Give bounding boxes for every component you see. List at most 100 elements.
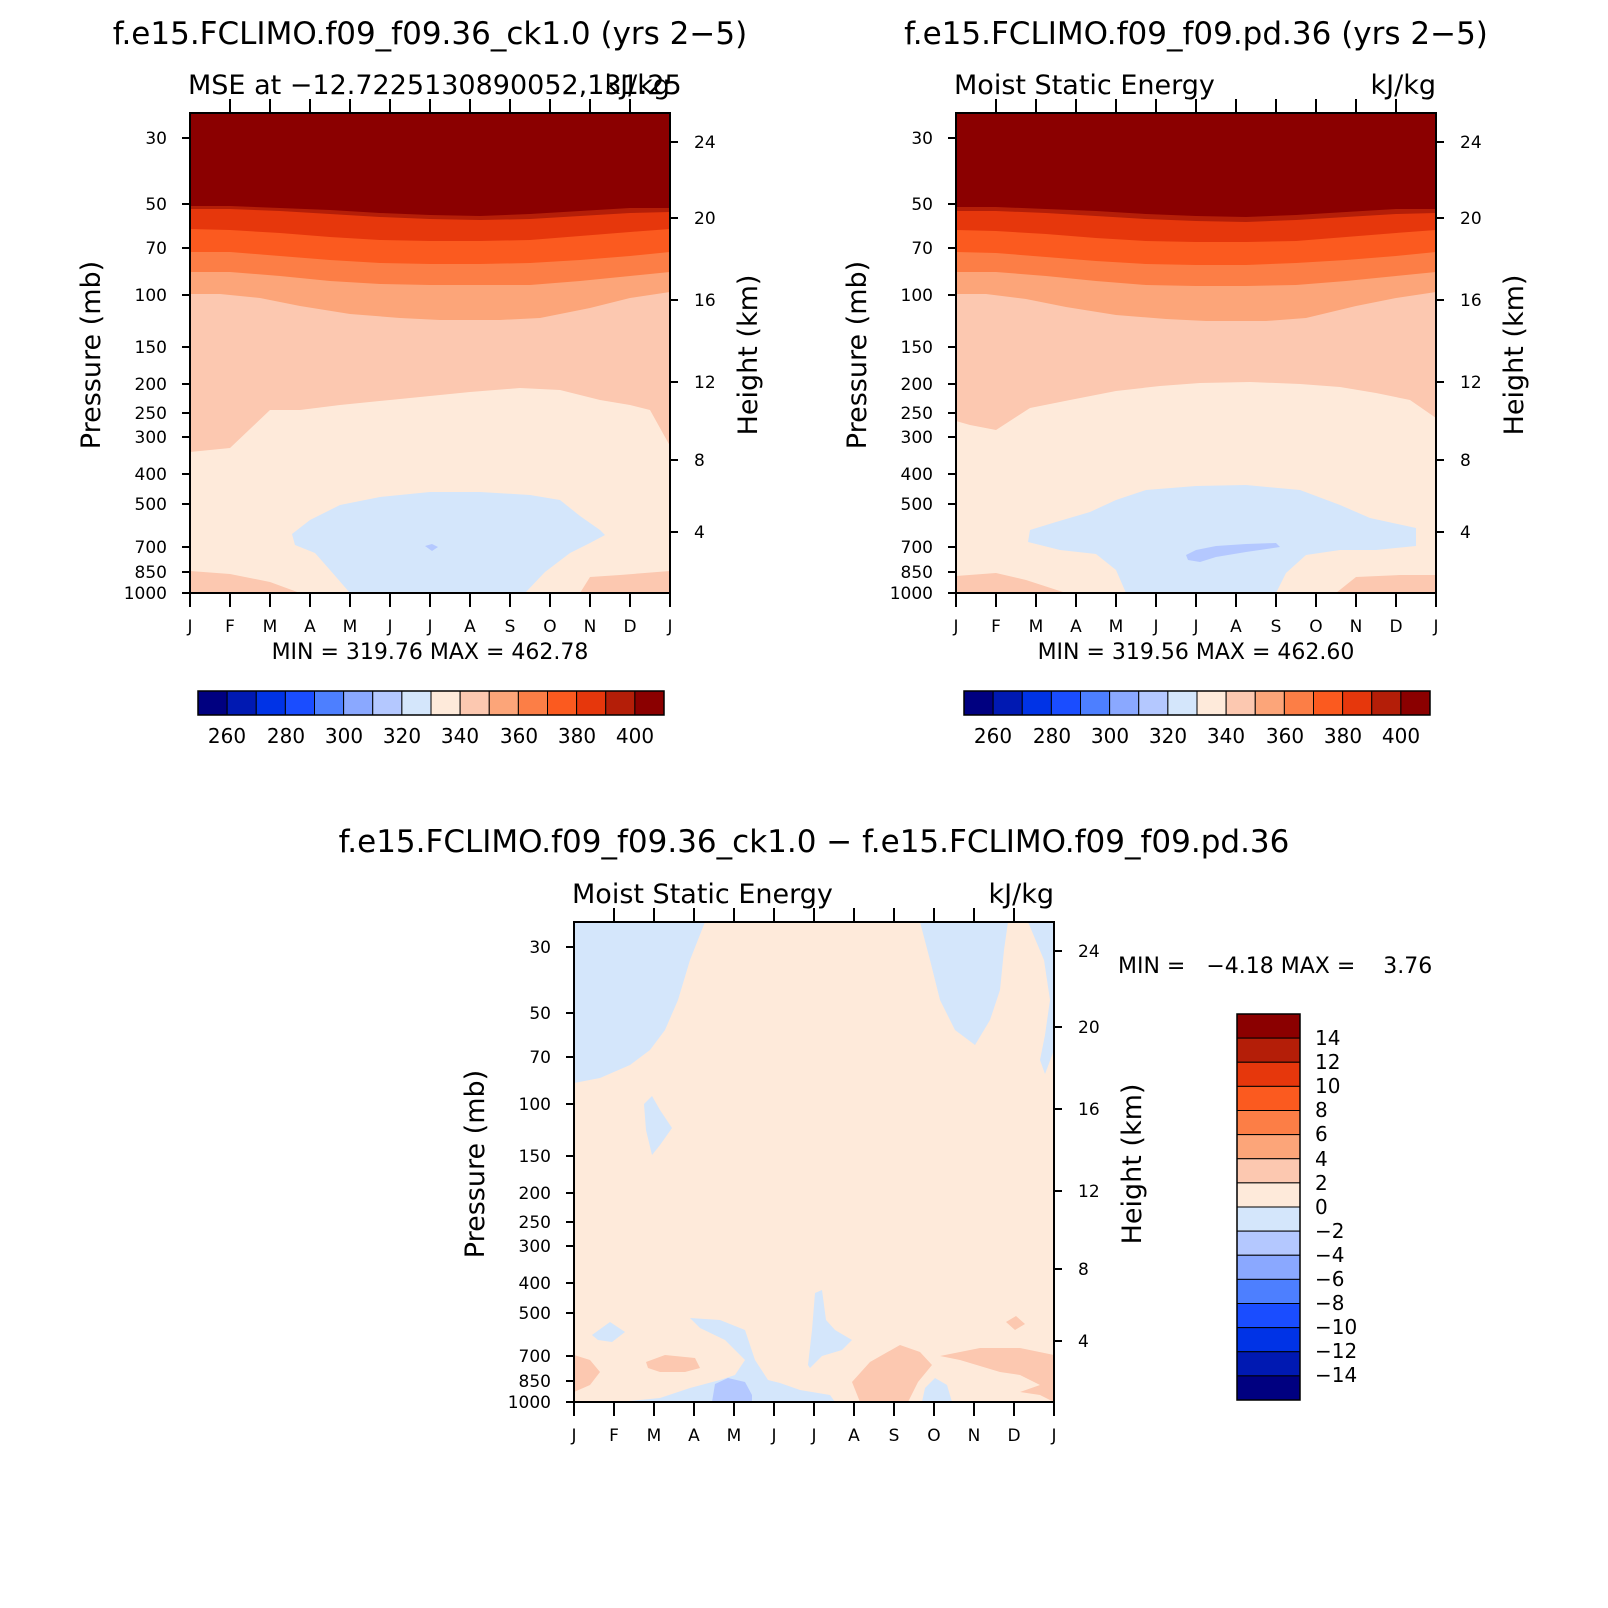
colorbar-swatch — [1225, 690, 1256, 716]
panel-3-colorbar-label: −2 — [1315, 1219, 1344, 1243]
panel-2-fill-negative-1 — [1028, 485, 1416, 593]
panel-3-x-tick-label: N — [968, 1426, 981, 1446]
panel-3-fill-positive-lowmid — [646, 1355, 700, 1372]
panel-3-colorbar-label: −10 — [1315, 1315, 1357, 1339]
panel-1-y-tick-label: 700 — [135, 538, 167, 558]
panel-1-title: f.e15.FCLIMO.f09_f09.36_ck1.0 (yrs 2−5) — [113, 16, 747, 52]
panel-3: f.e15.FCLIMO.f09_f09.36_ck1.0 − f.e15.FC… — [339, 824, 1433, 1446]
panel-2-x-tick-label: A — [1230, 617, 1242, 637]
colorbar-swatch — [1236, 1254, 1301, 1280]
panel-2-colorbar-frame — [963, 690, 1431, 716]
panel-3-colorbar-swatches — [1236, 1013, 1301, 1401]
panel-3-colorbar-label: −4 — [1315, 1243, 1344, 1267]
panel-2-colorbar-label: 260 — [974, 724, 1012, 748]
panel-3-x-tick-label: J — [570, 1426, 576, 1446]
panel-3-y-tick-label: 850 — [519, 1372, 551, 1392]
panel-3-fill-positive-lowleft — [574, 1355, 600, 1392]
panel-3-y2-tick-label: 16 — [1078, 1100, 1100, 1120]
panel-1-colorbar: 260 280 300 320 340 360 380 400 — [197, 690, 665, 748]
panel-1-y-tick-label: 300 — [135, 428, 167, 448]
panel-1-x-tick-label: A — [464, 617, 476, 637]
panel-3-colorbar-label: 2 — [1315, 1171, 1328, 1195]
panel-3-colorbar-label: −6 — [1315, 1267, 1344, 1291]
colorbar-swatch — [1236, 1013, 1301, 1039]
panel-2-fill-negative-2 — [1186, 543, 1280, 562]
panel-1-y2-tick-label: 12 — [694, 373, 716, 393]
panel-3-x-tick-label: M — [647, 1426, 662, 1446]
colorbar-swatch — [1371, 690, 1402, 716]
panel-1-y-tick-label: 100 — [135, 286, 167, 306]
panel-3-stats: MIN = −4.18 MAX = 3.76 — [1118, 954, 1432, 979]
panel-1-y2-ticks: 24 20 16 12 8 4 — [670, 133, 716, 543]
colorbar-swatch — [1080, 690, 1111, 716]
panel-3-x-tick-label: D — [1007, 1426, 1020, 1446]
panel-2-y-tick-label: 300 — [901, 428, 933, 448]
panel-2-fill-low-level — [956, 573, 1066, 593]
panel-3-x-tick-label: J — [810, 1426, 816, 1446]
colorbar-swatch — [1167, 690, 1198, 716]
panel-1-colorbar-label: 360 — [500, 724, 538, 748]
panel-2-y-ticks: 30 50 70 100 150 200 250 300 400 500 700… — [890, 129, 956, 604]
panel-1-x-tick-label: O — [543, 617, 556, 637]
colorbar-swatch — [1236, 1375, 1301, 1401]
panel-1-colorbar-frame — [197, 690, 665, 716]
panel-3-y-axis-label: Pressure (mb) — [460, 1070, 491, 1258]
colorbar-swatch — [1254, 690, 1285, 716]
panel-2-y2-tick-label: 24 — [1460, 133, 1482, 153]
panel-1-y-tick-label: 500 — [135, 495, 167, 515]
panel-2-y-tick-label: 500 — [901, 495, 933, 515]
panel-3-x-tick-label: A — [688, 1426, 700, 1446]
panel-3-colorbar-label: 4 — [1315, 1147, 1328, 1171]
panel-2-x-tick-label: J — [1192, 617, 1198, 637]
panel-3-colorbar-label: 12 — [1315, 1050, 1340, 1074]
panel-3-x-tick-label: S — [889, 1426, 900, 1446]
panel-3-y2-tick-label: 8 — [1078, 1260, 1089, 1280]
panel-3-x-ticks: J F M A M J J A S O N D J — [570, 908, 1057, 1446]
panel-3-y-tick-label: 500 — [519, 1304, 551, 1324]
colorbar-swatch — [1236, 1182, 1301, 1208]
panel-2-y-tick-label: 1000 — [890, 584, 933, 604]
panel-1-colorbar-label: 260 — [208, 724, 246, 748]
colorbar-swatch — [1236, 1110, 1301, 1136]
panel-1-y2-tick-label: 8 — [694, 451, 705, 471]
colorbar-swatch — [605, 690, 636, 716]
panel-3-y2-tick-label: 4 — [1078, 1332, 1089, 1352]
panel-2-subtitle-right: kJ/kg — [1371, 70, 1436, 101]
panel-2-colorbar-label: 380 — [1324, 724, 1362, 748]
colorbar-swatch — [1236, 1303, 1301, 1329]
panel-3-y-ticks: 30 50 70 100 150 200 250 300 400 500 700… — [508, 938, 574, 1413]
panel-2-contour-field — [956, 113, 1436, 593]
panel-2-y-tick-label: 150 — [901, 338, 933, 358]
panel-1-y-tick-label: 400 — [135, 465, 167, 485]
panel-1-y2-tick-label: 4 — [694, 523, 705, 543]
panel-2-x-tick-label: N — [1350, 617, 1363, 637]
panel-2-subtitle-left: Moist Static Energy — [954, 70, 1215, 101]
panel-2-colorbar-label: 300 — [1091, 724, 1129, 748]
panel-3-colorbar-label: −12 — [1315, 1339, 1357, 1363]
colorbar-swatch — [992, 690, 1023, 716]
panel-1-colorbar-swatches — [197, 690, 665, 716]
panel-3-y-tick-label: 400 — [519, 1274, 551, 1294]
colorbar-swatch — [372, 690, 403, 716]
panel-3-colorbar-label: 14 — [1315, 1026, 1340, 1050]
colorbar-swatch — [576, 690, 607, 716]
panel-2-y2-tick-label: 8 — [1460, 451, 1471, 471]
panel-1: f.e15.FCLIMO.f09_f09.36_ck1.0 (yrs 2−5) … — [76, 16, 764, 748]
panel-3-colorbar: 14 12 10 8 6 4 2 0 −2 −4 −6 −8 −10 −12 −… — [1236, 1013, 1357, 1401]
panel-1-y-tick-label: 70 — [145, 239, 167, 259]
colorbar-swatch — [1400, 690, 1431, 716]
colorbar-swatch — [255, 690, 286, 716]
panel-2-y-tick-label: 400 — [901, 465, 933, 485]
panel-1-x-tick-label: S — [505, 617, 516, 637]
panel-3-x-tick-label: M — [727, 1426, 742, 1446]
colorbar-swatch — [1236, 1085, 1301, 1111]
panel-1-colorbar-label: 300 — [325, 724, 363, 748]
panel-1-x-tick-label: F — [225, 617, 235, 637]
panel-1-colorbar-label: 400 — [616, 724, 654, 748]
colorbar-swatch — [1236, 1278, 1301, 1304]
panel-3-y-tick-label: 700 — [519, 1347, 551, 1367]
panel-1-x-ticks: J F M A M J J A S O N D J — [186, 99, 673, 637]
panel-2-x-tick-label: A — [1070, 617, 1082, 637]
panel-3-fill-negative-deeper — [712, 1378, 752, 1402]
panel-3-colorbar-label: 8 — [1315, 1098, 1328, 1122]
